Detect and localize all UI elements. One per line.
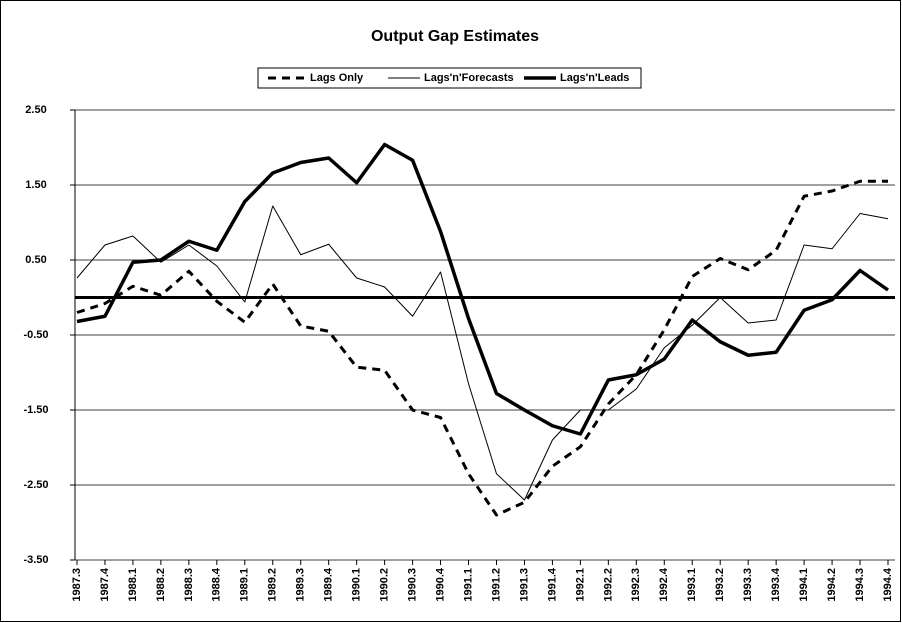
x-tick-label: 1987.3 — [71, 568, 83, 602]
x-tick-label: 1990.4 — [434, 567, 446, 602]
x-tick-label: 1993.3 — [742, 568, 754, 602]
x-tick-label: 1990.3 — [406, 568, 418, 602]
series-line — [76, 205, 889, 501]
legend-label: Lags Only — [310, 72, 364, 84]
y-tick-label: -1.50 — [23, 404, 48, 416]
series-line — [76, 142, 890, 436]
y-tick-label: -3.50 — [23, 554, 48, 566]
chart-title: Output Gap Estimates — [371, 28, 539, 45]
x-tick-label: 1993.2 — [714, 568, 726, 602]
x-tick-label: 1991.4 — [546, 567, 558, 602]
x-tick-label: 1988.4 — [211, 567, 223, 602]
x-tick-label: 1993.1 — [686, 568, 698, 602]
legend-label: Lags'n'Forecasts — [424, 72, 514, 84]
x-tick-label: 1991.3 — [518, 568, 530, 602]
x-tick-label: 1992.4 — [658, 567, 670, 602]
y-tick-label: 1.50 — [25, 179, 46, 191]
x-tick-label: 1992.1 — [574, 568, 586, 602]
x-tick-label: 1989.4 — [323, 567, 335, 602]
x-tick-label: 1994.1 — [798, 568, 810, 602]
x-tick-label: 1987.4 — [99, 567, 111, 602]
x-tick-label: 1990.1 — [351, 568, 363, 602]
legend-box — [257, 67, 642, 89]
y-tick-label: -0.50 — [23, 329, 48, 341]
x-tick-label: 1992.3 — [630, 568, 642, 602]
x-tick-label: 1994.3 — [854, 568, 866, 602]
legend-label: Lags'n'Leads — [560, 72, 629, 84]
x-tick-label: 1989.3 — [295, 568, 307, 602]
x-tick-label: 1988.2 — [155, 568, 167, 602]
x-tick-label: 1994.2 — [826, 568, 838, 602]
y-tick-label: 0.50 — [25, 254, 46, 266]
x-tick-label: 1993.4 — [770, 567, 782, 602]
x-tick-label: 1988.3 — [183, 568, 195, 602]
x-tick-label: 1992.2 — [602, 568, 614, 602]
x-tick-label: 1989.1 — [239, 568, 251, 602]
x-tick-label: 1991.1 — [462, 568, 474, 602]
x-tick-label: 1989.2 — [267, 568, 279, 602]
y-tick-label: 2.50 — [25, 104, 46, 116]
x-tick-label: 1994.4 — [882, 567, 894, 602]
x-tick-label: 1988.1 — [127, 568, 139, 602]
y-tick-label: -2.50 — [23, 479, 48, 491]
x-tick-label: 1991.2 — [490, 568, 502, 602]
x-tick-label: 1990.2 — [379, 568, 391, 602]
